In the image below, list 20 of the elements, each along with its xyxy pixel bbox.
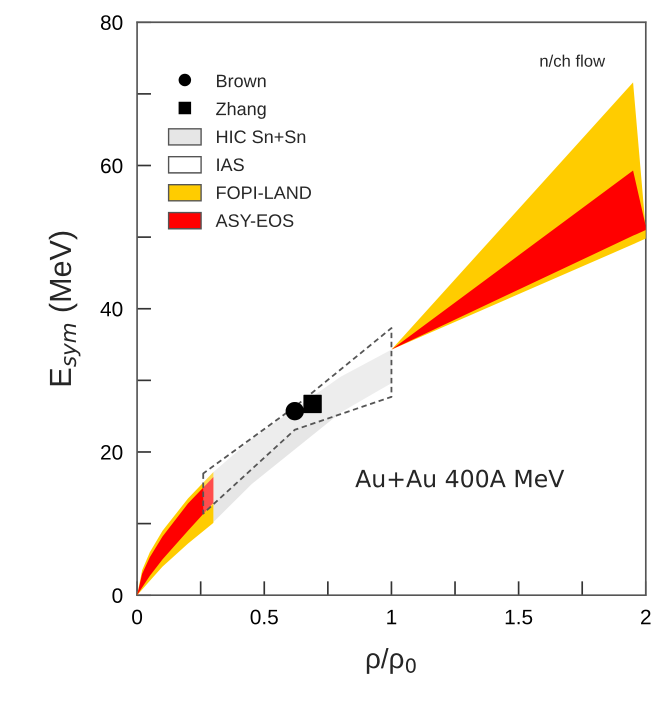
y-tick-label: 80 [100,15,122,30]
legend-label: Zhang [216,102,266,119]
x-tick-label: 0 [132,610,142,624]
annotation: Au+Au 400A MeV [355,470,564,488]
y-tick-label: 60 [101,158,122,174]
x-tick-label: 0.5 [250,610,278,624]
x-tick-label: 2 [641,610,651,624]
legend-label: IAS [217,158,244,172]
x-axis-title: ρ/ρ$_{0}$ [366,648,416,674]
y-tick-label: 20 [101,444,122,460]
y-axis-title: E$_{sym}$ (MeV) [48,232,80,386]
legend-label: ASY-EOS [216,214,294,228]
y-tick-label: 40 [100,302,122,316]
x-tick-label: 1 [387,610,396,624]
legend-label: FOPI-LAND [217,186,311,200]
annotation: n/ch flow [540,54,606,67]
legend-label: Brown [217,74,266,88]
x-tick-label: 1.5 [506,610,532,624]
y-tick-label: 0 [112,588,122,603]
legend-label: HIC Sn+Sn [217,130,306,144]
